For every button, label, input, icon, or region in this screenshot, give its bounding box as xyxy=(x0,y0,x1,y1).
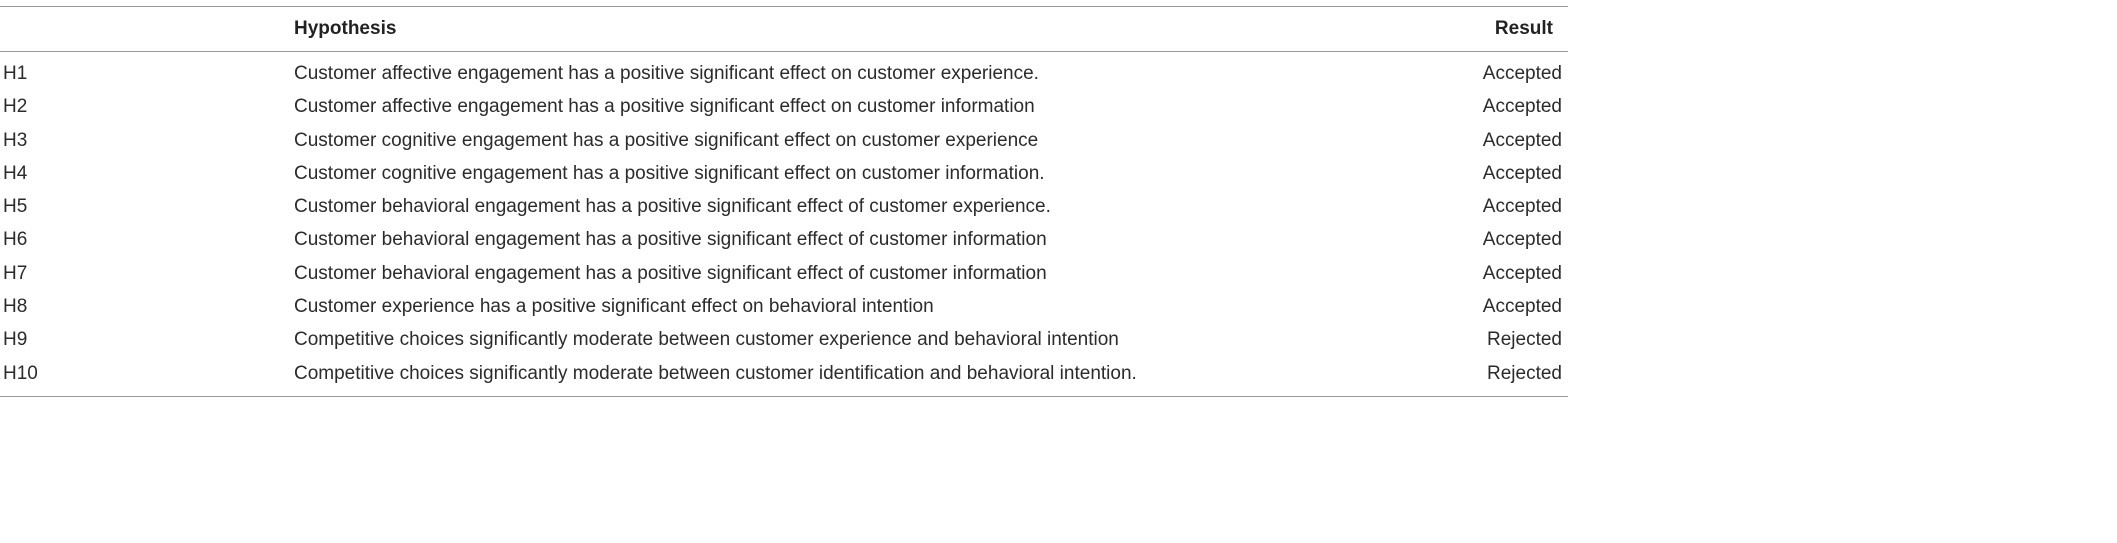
hypothesis-text: Customer cognitive engagement has a posi… xyxy=(294,129,1039,151)
hypothesis-id: H6 xyxy=(3,229,28,251)
table-row: H8 Customer experience has a positive si… xyxy=(0,291,1568,324)
column-header-result: Result xyxy=(1494,18,1553,39)
table-top-rule xyxy=(0,6,1568,7)
table-row: H4 Customer cognitive engagement has a p… xyxy=(0,158,1568,191)
hypothesis-id: H10 xyxy=(3,362,38,384)
column-header-hypothesis: Hypothesis xyxy=(294,18,397,39)
table-row: H2 Customer affective engagement has a p… xyxy=(0,91,1568,124)
hypothesis-result: Rejected xyxy=(1487,329,1562,351)
hypothesis-result: Accepted xyxy=(1482,96,1562,118)
hypothesis-text: Customer behavioral engagement has a pos… xyxy=(294,229,1047,251)
hypothesis-id: H2 xyxy=(3,96,28,118)
hypothesis-id: H8 xyxy=(3,296,28,318)
hypothesis-text: Customer behavioral engagement has a pos… xyxy=(294,262,1047,284)
hypothesis-table: Hypothesis Result H1 Customer affective … xyxy=(0,6,1568,397)
hypothesis-id: H1 xyxy=(3,63,28,84)
table-row: H3 Customer cognitive engagement has a p… xyxy=(0,125,1568,158)
hypothesis-text: Competitive choices significantly modera… xyxy=(294,329,1119,351)
hypothesis-text: Customer experience has a positive signi… xyxy=(294,296,934,318)
hypothesis-text: Competitive choices significantly modera… xyxy=(294,362,1137,384)
hypothesis-text: Customer cognitive engagement has a posi… xyxy=(294,162,1045,184)
table-row: H7 Customer behavioral engagement has a … xyxy=(0,258,1568,291)
hypothesis-result: Rejected xyxy=(1487,362,1562,384)
hypothesis-id: H5 xyxy=(3,196,28,218)
table-body: H1 Customer affective engagement has a p… xyxy=(0,58,1568,391)
hypothesis-id: H3 xyxy=(3,129,28,151)
table-row: H9 Competitive choices significantly mod… xyxy=(0,324,1568,357)
hypothesis-result: Accepted xyxy=(1482,63,1562,84)
hypothesis-id: H9 xyxy=(3,329,28,351)
table-row: H10 Competitive choices significantly mo… xyxy=(0,358,1568,391)
table-header-row: Hypothesis Result xyxy=(0,6,1568,51)
hypothesis-result: Accepted xyxy=(1482,262,1562,284)
hypothesis-text: Customer affective engagement has a posi… xyxy=(294,96,1035,118)
hypothesis-result: Accepted xyxy=(1482,196,1562,218)
table-row: H6 Customer behavioral engagement has a … xyxy=(0,224,1568,257)
hypothesis-id: H4 xyxy=(3,162,28,184)
hypothesis-text: Customer affective engagement has a posi… xyxy=(294,63,1039,84)
hypothesis-result: Accepted xyxy=(1482,229,1562,251)
hypothesis-result: Accepted xyxy=(1482,162,1562,184)
hypothesis-result: Accepted xyxy=(1482,129,1562,151)
table-row: H1 Customer affective engagement has a p… xyxy=(0,58,1568,91)
table-bottom-rule xyxy=(0,396,1568,397)
hypothesis-text: Customer behavioral engagement has a pos… xyxy=(294,196,1051,218)
hypothesis-id: H7 xyxy=(3,262,28,284)
table-row: H5 Customer behavioral engagement has a … xyxy=(0,191,1568,224)
table-header-rule xyxy=(0,51,1568,52)
hypothesis-result: Accepted xyxy=(1482,296,1562,318)
